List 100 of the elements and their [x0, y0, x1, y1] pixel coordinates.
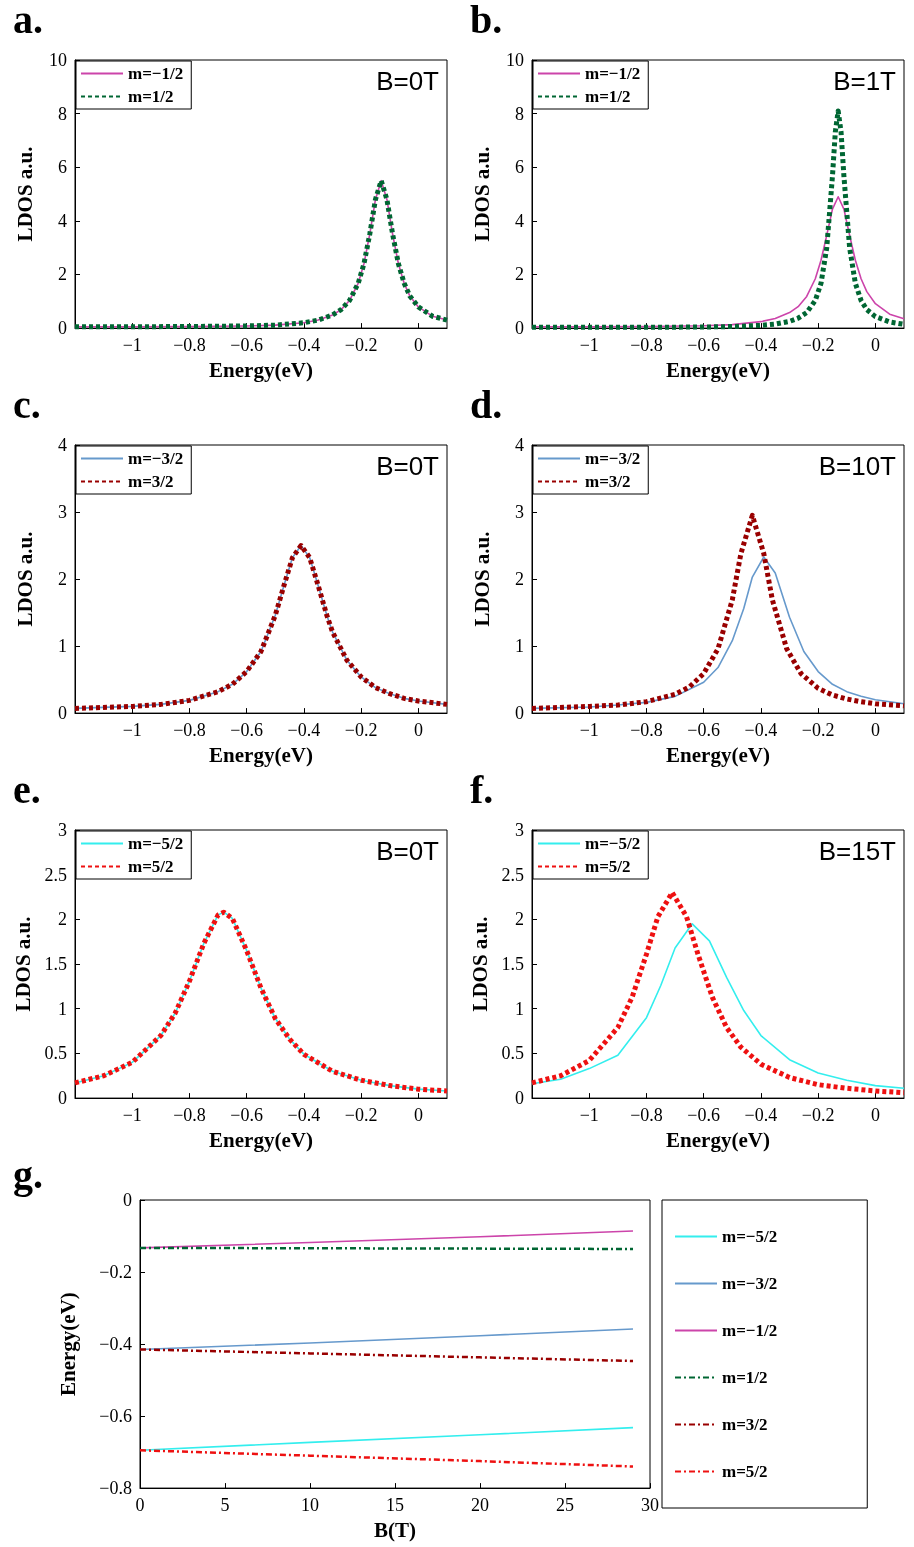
y-tick-label: 2 — [58, 909, 67, 930]
x-tick-label: 0 — [870, 335, 880, 356]
annotation: B=0T — [376, 66, 440, 96]
x-tick-label: −0.2 — [344, 1105, 378, 1126]
y-tick-label: 3 — [515, 502, 524, 523]
y-tick-label: 1 — [58, 998, 67, 1019]
legend-label: m=1/2 — [128, 87, 174, 106]
legend-label: m=5/2 — [128, 857, 174, 876]
y-tick-label: 1.5 — [501, 954, 524, 975]
y-tick-label: 0 — [58, 1088, 67, 1109]
y-tick-label: 2.5 — [44, 864, 67, 885]
x-tick-label: −0.8 — [630, 335, 663, 356]
legend-label: m=−3/2 — [128, 449, 184, 468]
y-tick-label: 0.5 — [501, 1043, 524, 1064]
x-tick-label: 5 — [220, 1495, 230, 1516]
y-tick-label: 2 — [515, 569, 524, 590]
x-tick-label: −0.4 — [744, 335, 778, 356]
chart-title: c. — [13, 381, 41, 427]
annotation: B=0T — [376, 836, 440, 866]
y-tick-label: 2 — [58, 264, 67, 285]
y-tick-label: 1.5 — [44, 954, 67, 975]
y-tick-label: 4 — [58, 435, 67, 455]
y-tick-label: 6 — [515, 157, 524, 178]
y-tick-label: 4 — [515, 210, 524, 231]
y-tick-label: 0.5 — [44, 1043, 67, 1064]
legend-label: m=−1/2 — [722, 1321, 778, 1340]
x-tick-label: −0.8 — [630, 1105, 663, 1126]
annotation: B=10T — [818, 451, 897, 481]
x-tick-label: 0 — [135, 1495, 145, 1516]
x-tick-label: −0.2 — [344, 720, 378, 741]
legend-label: m=3/2 — [585, 472, 631, 491]
line-series — [138, 1449, 635, 1468]
x-tick-label: 0 — [870, 1105, 880, 1126]
y-axis-title: LDOS a.u. — [12, 531, 37, 627]
legend-label: m=−3/2 — [722, 1274, 778, 1293]
x-tick-label: −0.4 — [744, 1105, 778, 1126]
y-tick-label: 0 — [123, 1190, 132, 1210]
y-axis-title: LDOS a.u. — [468, 916, 493, 1012]
x-tick-label: 0 — [413, 720, 423, 741]
y-tick-label: 2 — [515, 264, 524, 285]
x-tick-label: −0.8 — [173, 720, 206, 741]
y-tick-label: 1 — [515, 636, 524, 657]
x-tick-label: −0.2 — [801, 1105, 835, 1126]
y-tick-label: 0 — [515, 318, 524, 339]
y-tick-label: 0 — [515, 703, 524, 724]
legend-label: m=−5/2 — [128, 834, 184, 853]
annotation: B=15T — [818, 836, 897, 866]
x-axis-title: Energy(eV) — [209, 742, 313, 767]
y-tick-label: −0.4 — [99, 1334, 132, 1355]
x-tick-label: 0 — [870, 720, 880, 741]
x-tick-label: −1 — [122, 1105, 142, 1126]
x-tick-label: 0 — [413, 335, 423, 356]
line-series — [138, 1348, 635, 1363]
y-tick-label: 3 — [58, 820, 67, 840]
x-tick-label: −0.8 — [173, 1105, 206, 1126]
chart-title: g. — [13, 1151, 43, 1197]
y-tick-label: 10 — [506, 50, 524, 70]
y-tick-label: 10 — [49, 50, 67, 70]
y-tick-label: −0.8 — [99, 1478, 132, 1499]
legend-label: m=5/2 — [722, 1462, 768, 1481]
y-axis-title: LDOS a.u. — [469, 531, 494, 627]
y-axis-title: Energy(eV) — [55, 1292, 80, 1396]
y-axis-title: LDOS a.u. — [469, 146, 494, 242]
x-tick-label: 15 — [386, 1495, 404, 1516]
x-tick-label: −1 — [579, 720, 599, 741]
annotation: B=1T — [833, 66, 897, 96]
x-axis-title: Energy(eV) — [666, 742, 770, 767]
legend-label: m=3/2 — [128, 472, 174, 491]
legend-label: m=−3/2 — [585, 449, 641, 468]
legend-label: m=−5/2 — [585, 834, 641, 853]
y-tick-label: 0 — [515, 1088, 524, 1109]
y-tick-label: 4 — [58, 210, 67, 231]
x-tick-label: −1 — [579, 1105, 599, 1126]
y-axis-title: LDOS a.u. — [12, 146, 37, 242]
x-axis-title: Energy(eV) — [209, 1127, 313, 1152]
y-tick-label: 2 — [58, 569, 67, 590]
x-axis-title: B(T) — [374, 1517, 417, 1542]
y-tick-label: 3 — [515, 820, 524, 840]
x-axis-title: Energy(eV) — [666, 357, 770, 382]
chart-title: a. — [13, 0, 43, 42]
x-tick-label: −0.8 — [630, 720, 663, 741]
x-tick-label: −1 — [122, 720, 142, 741]
y-tick-label: 8 — [515, 103, 524, 124]
y-tick-label: 1 — [515, 998, 524, 1019]
x-tick-label: −0.4 — [744, 720, 778, 741]
y-tick-label: 0 — [58, 318, 67, 339]
y-tick-label: 2.5 — [501, 864, 524, 885]
annotation: B=0T — [376, 451, 440, 481]
legend-label: m=1/2 — [722, 1368, 768, 1387]
x-tick-label: −0.4 — [287, 1105, 321, 1126]
x-tick-label: 10 — [301, 1495, 319, 1516]
legend-label: m=5/2 — [585, 857, 631, 876]
x-tick-label: −0.6 — [687, 335, 721, 356]
y-tick-label: −0.2 — [99, 1262, 132, 1283]
x-tick-label: 0 — [413, 1105, 423, 1126]
x-tick-label: −0.2 — [344, 335, 378, 356]
x-axis-title: Energy(eV) — [666, 1127, 770, 1152]
x-tick-label: −0.6 — [230, 720, 264, 741]
x-tick-label: −0.4 — [287, 720, 321, 741]
chart-title: d. — [470, 381, 503, 427]
